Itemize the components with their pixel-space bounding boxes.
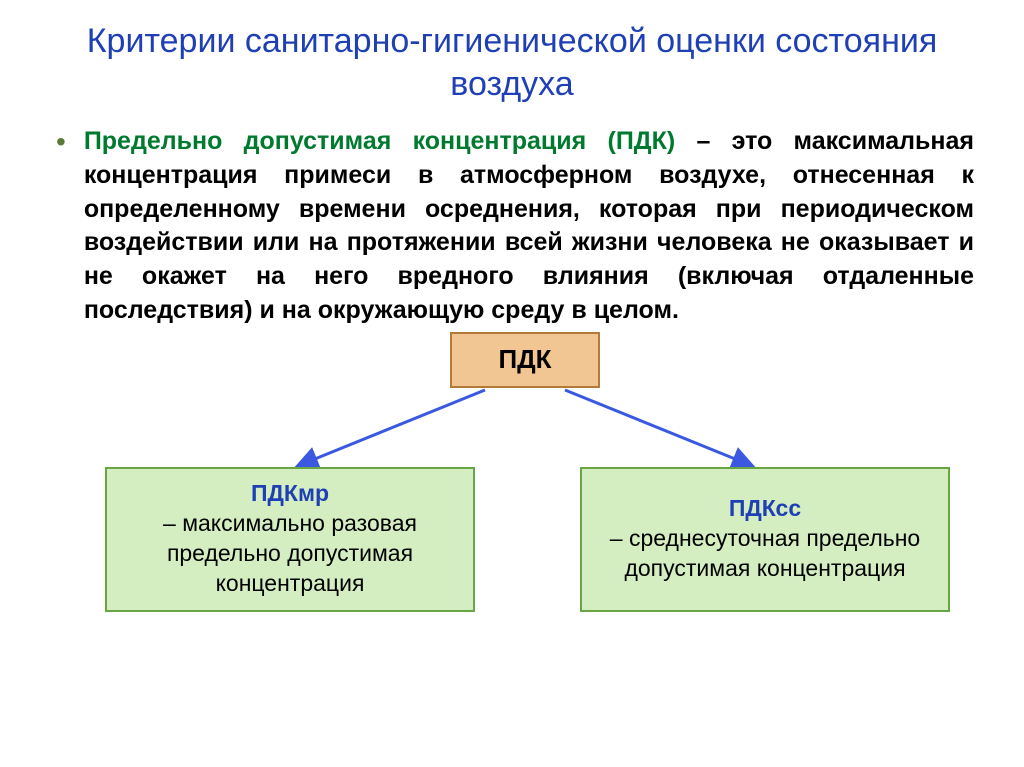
definition-rest: – это максимальная концентрация примеси …	[84, 127, 974, 324]
left-node-body: – максимально разовая предельно допустим…	[121, 509, 459, 599]
pdk-diagram: ПДК ПДКмр – максимально разовая предельн…	[50, 332, 974, 632]
left-node: ПДКмр – максимально разовая предельно до…	[105, 467, 475, 612]
right-node-head: ПДКсс	[729, 494, 801, 524]
right-node-body: – среднесуточная предельно допустимая ко…	[596, 524, 934, 584]
arrow-right	[565, 390, 750, 465]
arrow-left	[300, 390, 485, 465]
definition-block: • Предельно допустимая концентрация (ПДК…	[50, 125, 974, 328]
definition-text: Предельно допустимая концентрация (ПДК) …	[84, 125, 974, 328]
left-node-head: ПДКмр	[251, 479, 329, 509]
bullet-icon: •	[56, 125, 66, 159]
definition-lead: Предельно допустимая концентрация (ПДК)	[84, 127, 675, 155]
page-title: Критерии санитарно-гигиенической оценки …	[50, 20, 974, 105]
root-node: ПДК	[450, 332, 600, 388]
right-node: ПДКсс – среднесуточная предельно допусти…	[580, 467, 950, 612]
